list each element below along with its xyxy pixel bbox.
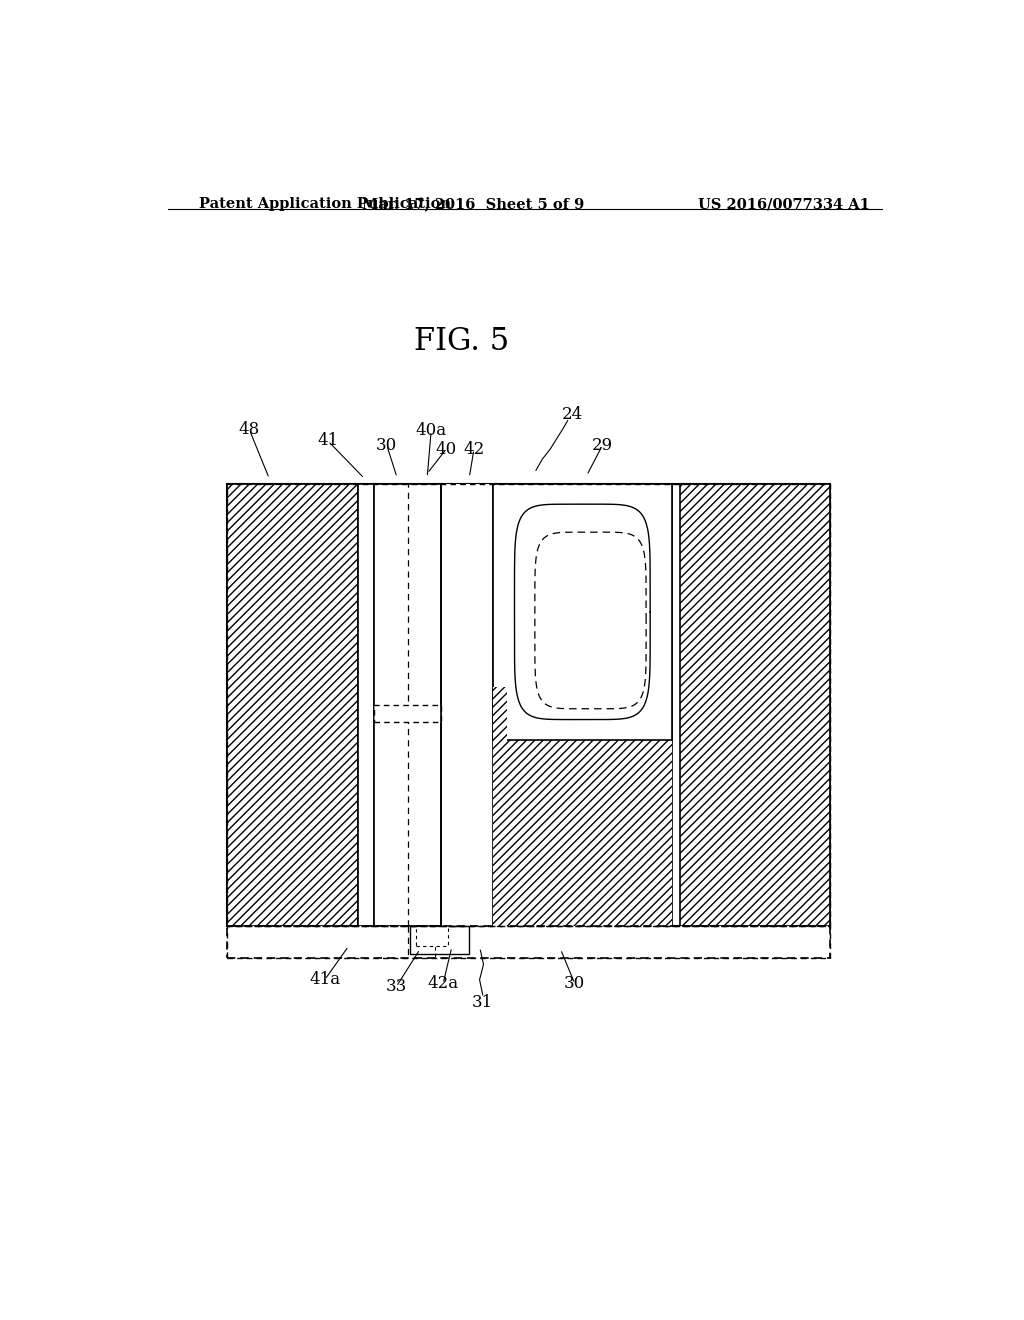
Text: 40: 40 — [435, 441, 457, 458]
Bar — [374, 483, 441, 925]
Bar — [410, 925, 469, 954]
Bar — [227, 925, 830, 958]
Bar — [227, 483, 830, 925]
Bar — [441, 483, 494, 925]
Text: 24: 24 — [562, 407, 583, 422]
Text: 30: 30 — [376, 437, 397, 454]
Bar — [494, 483, 672, 925]
Text: US 2016/0077334 A1: US 2016/0077334 A1 — [698, 197, 870, 211]
Text: 48: 48 — [239, 421, 260, 438]
Text: 40a: 40a — [416, 422, 446, 440]
Bar — [358, 483, 374, 925]
Bar — [494, 741, 672, 925]
Bar — [416, 925, 449, 945]
Bar — [494, 483, 672, 741]
Bar — [227, 483, 358, 925]
Text: 42a: 42a — [427, 975, 459, 993]
Text: 42: 42 — [464, 441, 484, 458]
Bar — [374, 705, 441, 722]
Text: 33: 33 — [386, 978, 407, 995]
Text: 41a: 41a — [309, 972, 340, 989]
Bar — [227, 483, 830, 925]
Text: Mar. 17, 2016  Sheet 5 of 9: Mar. 17, 2016 Sheet 5 of 9 — [362, 197, 585, 211]
Text: 31: 31 — [472, 994, 494, 1011]
Text: 30: 30 — [564, 975, 586, 993]
Bar — [680, 483, 830, 925]
Text: 41: 41 — [317, 433, 339, 449]
Text: FIG. 5: FIG. 5 — [414, 326, 509, 356]
Text: Patent Application Publication: Patent Application Publication — [200, 197, 452, 211]
Bar — [494, 686, 507, 925]
Text: 29: 29 — [592, 437, 613, 454]
Bar — [227, 925, 830, 958]
